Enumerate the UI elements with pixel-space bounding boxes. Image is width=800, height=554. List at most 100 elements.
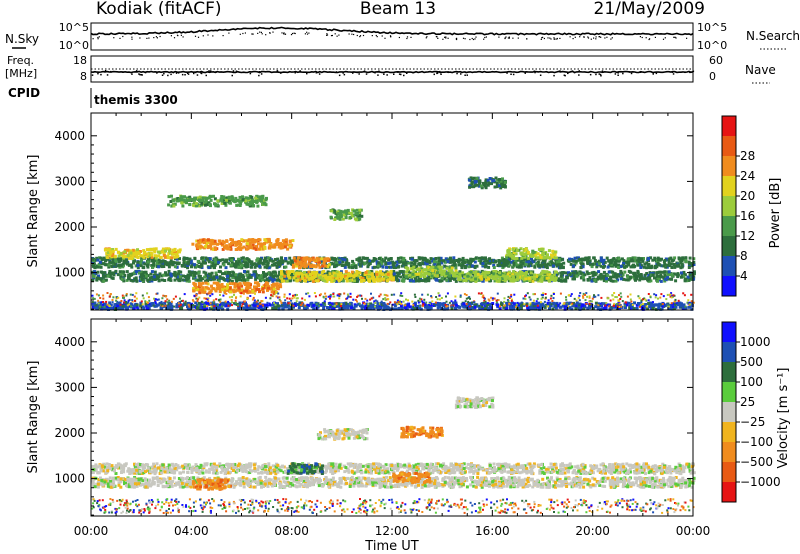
power-colorbar-cell [722, 276, 736, 297]
time-tick-label: 16:00 [475, 524, 510, 538]
power-ytick-label: 3000 [54, 174, 85, 188]
power-colorbar-tick-label: 24 [740, 169, 755, 183]
power-colorbar-tick-label: 28 [740, 149, 755, 163]
velocity-colorbar-tick-label: −100 [740, 435, 773, 449]
freq-dot [510, 73, 512, 75]
freq-dot [398, 73, 401, 75]
velocity-heatmap [91, 396, 696, 514]
freq-dot [294, 72, 296, 74]
velocity-colorbar-tick-label: −1000 [740, 475, 781, 489]
noise-search-dot [159, 35, 161, 38]
power-colorbar-tick-label: 8 [740, 249, 748, 263]
freq-dot [598, 73, 600, 75]
power-axes: 1000 2000 3000 4000 [54, 113, 694, 310]
velocity-colorbar-tick-label: −500 [740, 455, 773, 469]
noise-search-dot [447, 37, 449, 39]
freq-dot [406, 72, 408, 74]
power-colorbar-cell [722, 156, 736, 177]
noise-search-dot [600, 36, 602, 38]
freq-dot [335, 71, 338, 73]
noise-search-dot [604, 37, 606, 39]
noise-search-dot [283, 32, 285, 34]
velocity-feature-5 [191, 478, 232, 491]
velocity-colorbar-cell [722, 362, 736, 383]
noise-search-dot [587, 36, 589, 38]
noise-search-dot [675, 37, 677, 39]
power-colorbar-tick-label: 20 [740, 189, 755, 203]
freq-dot [393, 73, 395, 75]
nave-tick-bottom: 0 [709, 70, 716, 83]
freq-dot [553, 74, 555, 77]
noise-search-dot [291, 32, 294, 35]
freq-dot [356, 71, 358, 74]
power-colorbar-frame [721, 115, 737, 297]
power-feature-10 [455, 269, 558, 283]
freq-dot [363, 70, 366, 72]
power-colorbar-cell [722, 116, 736, 137]
noise-search-dot [336, 35, 338, 37]
freq-dot [232, 70, 235, 72]
noise-sky-line [90, 26, 694, 36]
velocity-ytick-label: 2000 [54, 426, 85, 440]
freq-dot [104, 70, 107, 72]
velocity-feature-7 [454, 396, 495, 410]
noise-search-dot [308, 32, 310, 34]
freq-dot [595, 73, 597, 76]
noise-search-dot [306, 31, 308, 33]
power-colorbar-tick-label: 12 [740, 229, 755, 243]
noise-search-dot [517, 37, 519, 39]
velocity-ytick-label: 3000 [54, 380, 85, 394]
noise-search-dot [257, 32, 259, 34]
nave-label: Nave [745, 63, 776, 77]
noise-search-dot [507, 37, 509, 39]
noise-search-dot [261, 33, 263, 35]
noise-search-dot [483, 38, 485, 40]
freq-dot [578, 74, 580, 76]
freq-dot [617, 72, 619, 74]
noise-search-dot [326, 34, 328, 36]
noise-search-dot [375, 34, 377, 37]
noise-search-dot [406, 36, 409, 38]
power-colorbar: 4 8 12 16 20 24 28 [721, 115, 755, 297]
freq-dot [172, 71, 175, 74]
power-feature-12 [467, 176, 507, 190]
power-feature-0 [91, 256, 696, 270]
power-feature-8 [329, 208, 364, 222]
noise-search-dot [180, 34, 182, 36]
freq-dot [684, 71, 686, 73]
noise-search-dot [442, 38, 444, 40]
noise-search-dot [593, 37, 595, 39]
noise-search-dot [595, 36, 597, 38]
noise-search-dot [304, 33, 306, 35]
freq-dot [235, 70, 238, 72]
noise-search-dot [505, 36, 507, 38]
noise-search-dot [583, 36, 585, 38]
noise-search-dot [97, 38, 99, 40]
freq-dot [181, 73, 184, 76]
freq-dot [196, 74, 199, 76]
freq-dot [135, 70, 138, 72]
freq-dot [306, 72, 308, 75]
power-heatmap [91, 176, 696, 311]
noise-search-dot [353, 33, 355, 36]
power-colorbar-tick-label: 4 [740, 269, 748, 283]
power-colorbar-cell [722, 196, 736, 217]
freq-dot [573, 71, 576, 74]
noise-search-dot [371, 35, 373, 37]
power-colorbar-tick-label: 16 [740, 209, 755, 223]
freq-dot [652, 73, 654, 75]
noise-search-dot [686, 37, 688, 39]
noise-search-dot [242, 32, 244, 35]
cpid-label: CPID [8, 86, 40, 100]
noise-search-dot [194, 35, 197, 37]
freq-dot [600, 75, 602, 77]
noise-search-dot [648, 38, 650, 41]
power-feature-9 [404, 265, 458, 279]
freq-dot [563, 74, 566, 76]
power-colorbar-cell [722, 136, 736, 157]
noise-search-dot [553, 38, 555, 40]
freq-dot [571, 70, 574, 72]
freq-dot [231, 74, 233, 77]
freq-dot [578, 70, 580, 72]
